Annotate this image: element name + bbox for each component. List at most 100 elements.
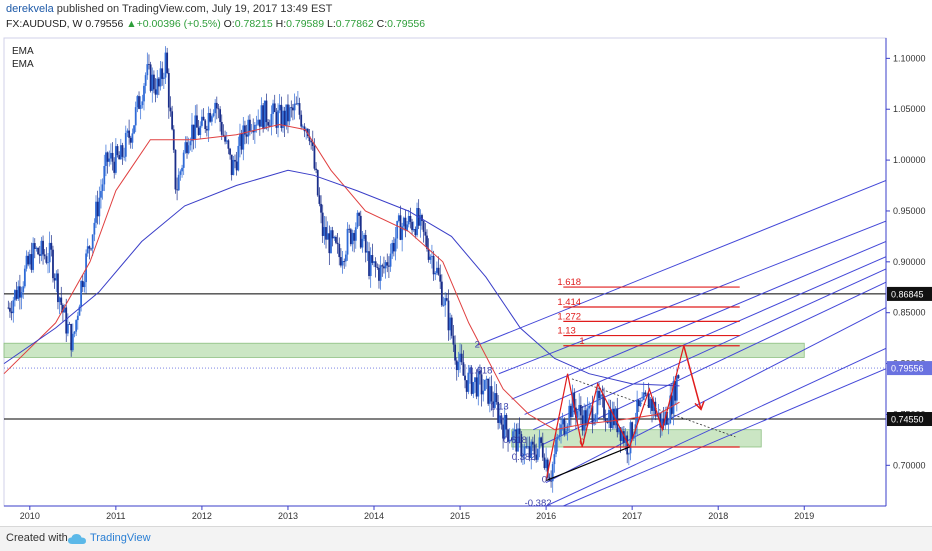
candle-body-362 [606, 421, 609, 423]
author-link[interactable]: derekvela [6, 3, 54, 15]
candle-body-402 [672, 381, 675, 414]
candle-body-58 [103, 165, 106, 185]
candle-body-103 [177, 174, 180, 191]
candle-body-192 [325, 227, 327, 240]
candle-body-214 [361, 238, 364, 248]
channel-line-6 [545, 307, 886, 484]
candle-body-390 [652, 401, 655, 411]
close-label: C: [376, 18, 388, 30]
candle-body-144 [245, 134, 248, 137]
candle-body-153 [260, 105, 263, 127]
candle-body-208 [351, 232, 354, 245]
open-value: 0.78215 [234, 18, 273, 30]
candle-body-160 [272, 103, 274, 114]
candle-body-199 [336, 242, 339, 244]
last-price: 0.79556 [85, 18, 124, 30]
candle-body-165 [280, 104, 283, 128]
candle-body-210 [354, 227, 357, 241]
candle-body-332 [556, 436, 559, 440]
candle-body-307 [515, 429, 518, 452]
candle-body-249 [419, 215, 422, 226]
candle-body-63 [111, 152, 114, 162]
candle-body-294 [493, 393, 496, 408]
chart-header: derekvela published on TradingView.com, … [0, 0, 932, 32]
candle-body-141 [240, 133, 243, 150]
candle-body-167 [283, 110, 286, 126]
candle-body-143 [244, 125, 246, 135]
candle-body-216 [364, 234, 367, 253]
candle-body-2 [10, 311, 13, 314]
candle-body-181 [306, 128, 309, 137]
candle-body-226 [381, 265, 384, 267]
candle-body-151 [257, 119, 260, 125]
candle-body-338 [566, 425, 569, 432]
candle-body-298 [500, 415, 503, 425]
candle-body-203 [343, 261, 346, 262]
time-tick-label-4: 2014 [364, 511, 384, 521]
time-tick-label-3: 2013 [278, 511, 298, 521]
candle-body-320 [536, 448, 539, 460]
candle-body-93 [161, 68, 164, 79]
candle-body-283 [475, 377, 478, 397]
candle-body-28 [53, 278, 56, 281]
candle-body-353 [591, 405, 594, 425]
candle-body-78 [136, 96, 139, 108]
candle-body-146 [249, 119, 251, 131]
candle-body-17 [35, 247, 38, 249]
candle-body-137 [234, 159, 236, 162]
candle-body-3 [12, 300, 15, 314]
candle-body-348 [583, 410, 586, 431]
candle-body-293 [492, 401, 495, 408]
candle-body-37 [68, 323, 71, 325]
candle-body-385 [644, 392, 647, 395]
candle-body-375 [627, 453, 630, 455]
candle-body-324 [543, 457, 546, 469]
symbol-label[interactable]: FX:AUDUSD, W [6, 18, 83, 30]
candle-body-357 [598, 390, 600, 399]
candle-body-82 [143, 85, 145, 102]
candle-body-377 [631, 422, 634, 439]
candle-body-398 [666, 411, 668, 425]
price-tick-label-5: 0.85000 [893, 308, 926, 318]
candle-body-166 [282, 110, 284, 128]
candle-body-344 [576, 411, 579, 418]
candle-body-33 [62, 304, 64, 313]
price-chart[interactable]: 1.6181.4141.2721.131021.6181.1310.6180.3… [0, 32, 932, 526]
candle-body-45 [81, 280, 84, 288]
candle-body-310 [520, 434, 523, 457]
channel-line-7 [545, 347, 886, 506]
candle-body-195 [330, 230, 332, 254]
candle-body-135 [230, 154, 233, 176]
candle-body-74 [129, 137, 132, 143]
candle-body-145 [247, 119, 250, 137]
candle-body-211 [356, 212, 359, 228]
candle-body-278 [467, 372, 470, 392]
candle-body-174 [295, 103, 298, 105]
candle-body-395 [661, 418, 663, 428]
tradingview-brand[interactable]: TradingView [90, 532, 151, 544]
support-zone-0 [3, 342, 805, 358]
candle-body-116 [199, 125, 202, 135]
candle-body-51 [91, 234, 94, 249]
high-label: H: [275, 18, 287, 30]
tradingview-cloud-icon [68, 534, 86, 544]
candle-body-7 [18, 286, 21, 298]
candle-body-335 [561, 418, 564, 425]
candle-body-68 [119, 145, 122, 160]
candle-body-23 [45, 256, 48, 263]
candle-body-64 [113, 161, 116, 173]
candle-body-54 [96, 201, 99, 217]
candle-body-196 [331, 230, 334, 239]
candle-body-341 [571, 392, 574, 418]
candle-body-163 [277, 110, 279, 128]
candle-body-11 [25, 255, 28, 269]
candle-body-403 [674, 381, 677, 401]
candle-body-59 [105, 152, 107, 166]
candle-body-125 [214, 102, 217, 114]
candle-body-127 [217, 108, 220, 110]
candle-body-352 [589, 405, 592, 407]
candle-body-219 [369, 255, 372, 277]
candle-body-132 [225, 140, 228, 142]
candle-body-213 [359, 215, 362, 248]
candle-body-301 [505, 414, 508, 430]
